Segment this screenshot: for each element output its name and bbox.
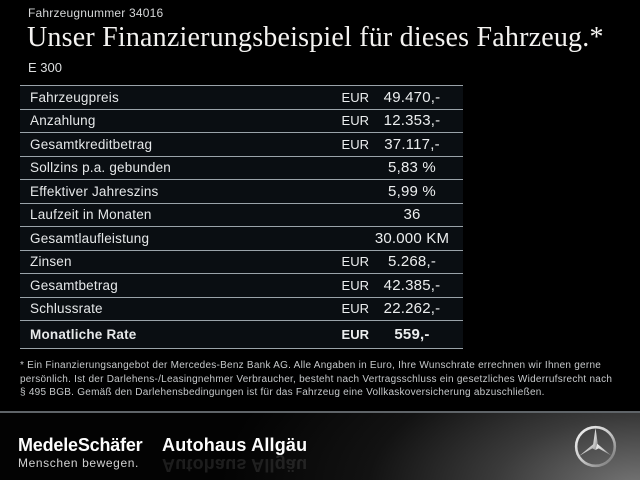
dealer-logo-secondary: Autohaus Allgäu: [162, 435, 308, 455]
row-label: Zinsen: [30, 254, 72, 270]
row-value: 42.385,-: [383, 276, 441, 294]
row-label: Gesamtbetrag: [30, 277, 118, 293]
row-value: 559,-: [394, 326, 430, 343]
table-row: Sollzins p.a. gebunden 5,83 %: [20, 156, 463, 180]
row-value: 30.000 KM: [374, 229, 450, 247]
row-value: 5.268,-: [387, 253, 437, 271]
row-label: Effektiver Jahreszins: [30, 183, 159, 199]
row-value: 36: [403, 206, 421, 224]
table-row: Gesamtbetrag EUR 42.385,-: [20, 274, 463, 298]
legal-footnote: * Ein Finanzierungsangebot der Mercedes-…: [20, 359, 625, 400]
row-currency: EUR: [341, 327, 369, 342]
row-value: 12.353,-: [383, 112, 441, 130]
row-label: Anzahlung: [30, 113, 96, 129]
footnote-line: § 495 BGB. Gemäß den Darlehensbedingunge…: [20, 387, 545, 398]
row-label: Schlussrate: [30, 301, 103, 317]
row-value: 49.470,-: [383, 88, 441, 106]
row-value: 22.262,-: [383, 300, 441, 318]
financing-table: Fahrzeugpreis EUR 49.470,- Anzahlung EUR…: [20, 85, 463, 349]
row-label: Fahrzeugpreis: [30, 89, 119, 105]
footnote-line: persönlich. Ist der Darlehens-/Leasingne…: [20, 373, 613, 385]
row-label: Gesamtlaufleistung: [30, 230, 150, 246]
table-row: Effektiver Jahreszins 5,99 %: [20, 180, 463, 204]
table-row: Zinsen EUR 5.268,-: [20, 250, 463, 274]
row-label: Gesamtkreditbetrag: [30, 136, 153, 152]
row-currency: EUR: [341, 254, 369, 270]
table-row: Schlussrate EUR 22.262,-: [20, 297, 463, 321]
row-currency: EUR: [341, 301, 369, 317]
footer-divider: [0, 411, 640, 413]
table-row: Fahrzeugpreis EUR 49.470,-: [20, 86, 463, 110]
dealer-tagline: Menschen bewegen.: [18, 456, 139, 470]
mercedes-star-icon: [574, 425, 617, 468]
row-label: Monatliche Rate: [30, 327, 137, 342]
vehicle-model: E 300: [28, 60, 62, 75]
row-value: 37.117,-: [384, 135, 440, 153]
table-row: Anzahlung EUR 12.353,-: [20, 109, 463, 133]
table-row-monthly-rate: Monatliche Rate EUR 559,-: [20, 321, 463, 349]
table-row: Gesamtlaufleistung 30.000 KM: [20, 227, 463, 251]
page-title: Unser Finanzierungsbeispiel für dieses F…: [27, 22, 604, 53]
row-currency: EUR: [341, 113, 369, 129]
row-currency: EUR: [341, 89, 369, 105]
row-currency: EUR: [341, 136, 369, 152]
row-currency: EUR: [341, 277, 369, 293]
dealer-logo: MedeleSchäfer: [18, 435, 143, 455]
table-row: Gesamtkreditbetrag EUR 37.117,-: [20, 133, 463, 157]
table-row: Laufzeit in Monaten 36: [20, 203, 463, 227]
row-value: 5,99 %: [388, 182, 436, 200]
row-label: Sollzins p.a. gebunden: [30, 160, 172, 176]
row-value: 5,83 %: [388, 159, 436, 177]
vehicle-number: Fahrzeugnummer 34016: [28, 6, 164, 20]
footnote-line: * Ein Finanzierungsangebot der Mercedes-…: [20, 360, 602, 371]
dealer-logo-secondary-reflection: Autohaus Allgäu: [162, 455, 308, 475]
footer: MedeleSchäfer Menschen bewegen. Autohaus…: [0, 413, 640, 480]
row-label: Laufzeit in Monaten: [30, 207, 152, 223]
